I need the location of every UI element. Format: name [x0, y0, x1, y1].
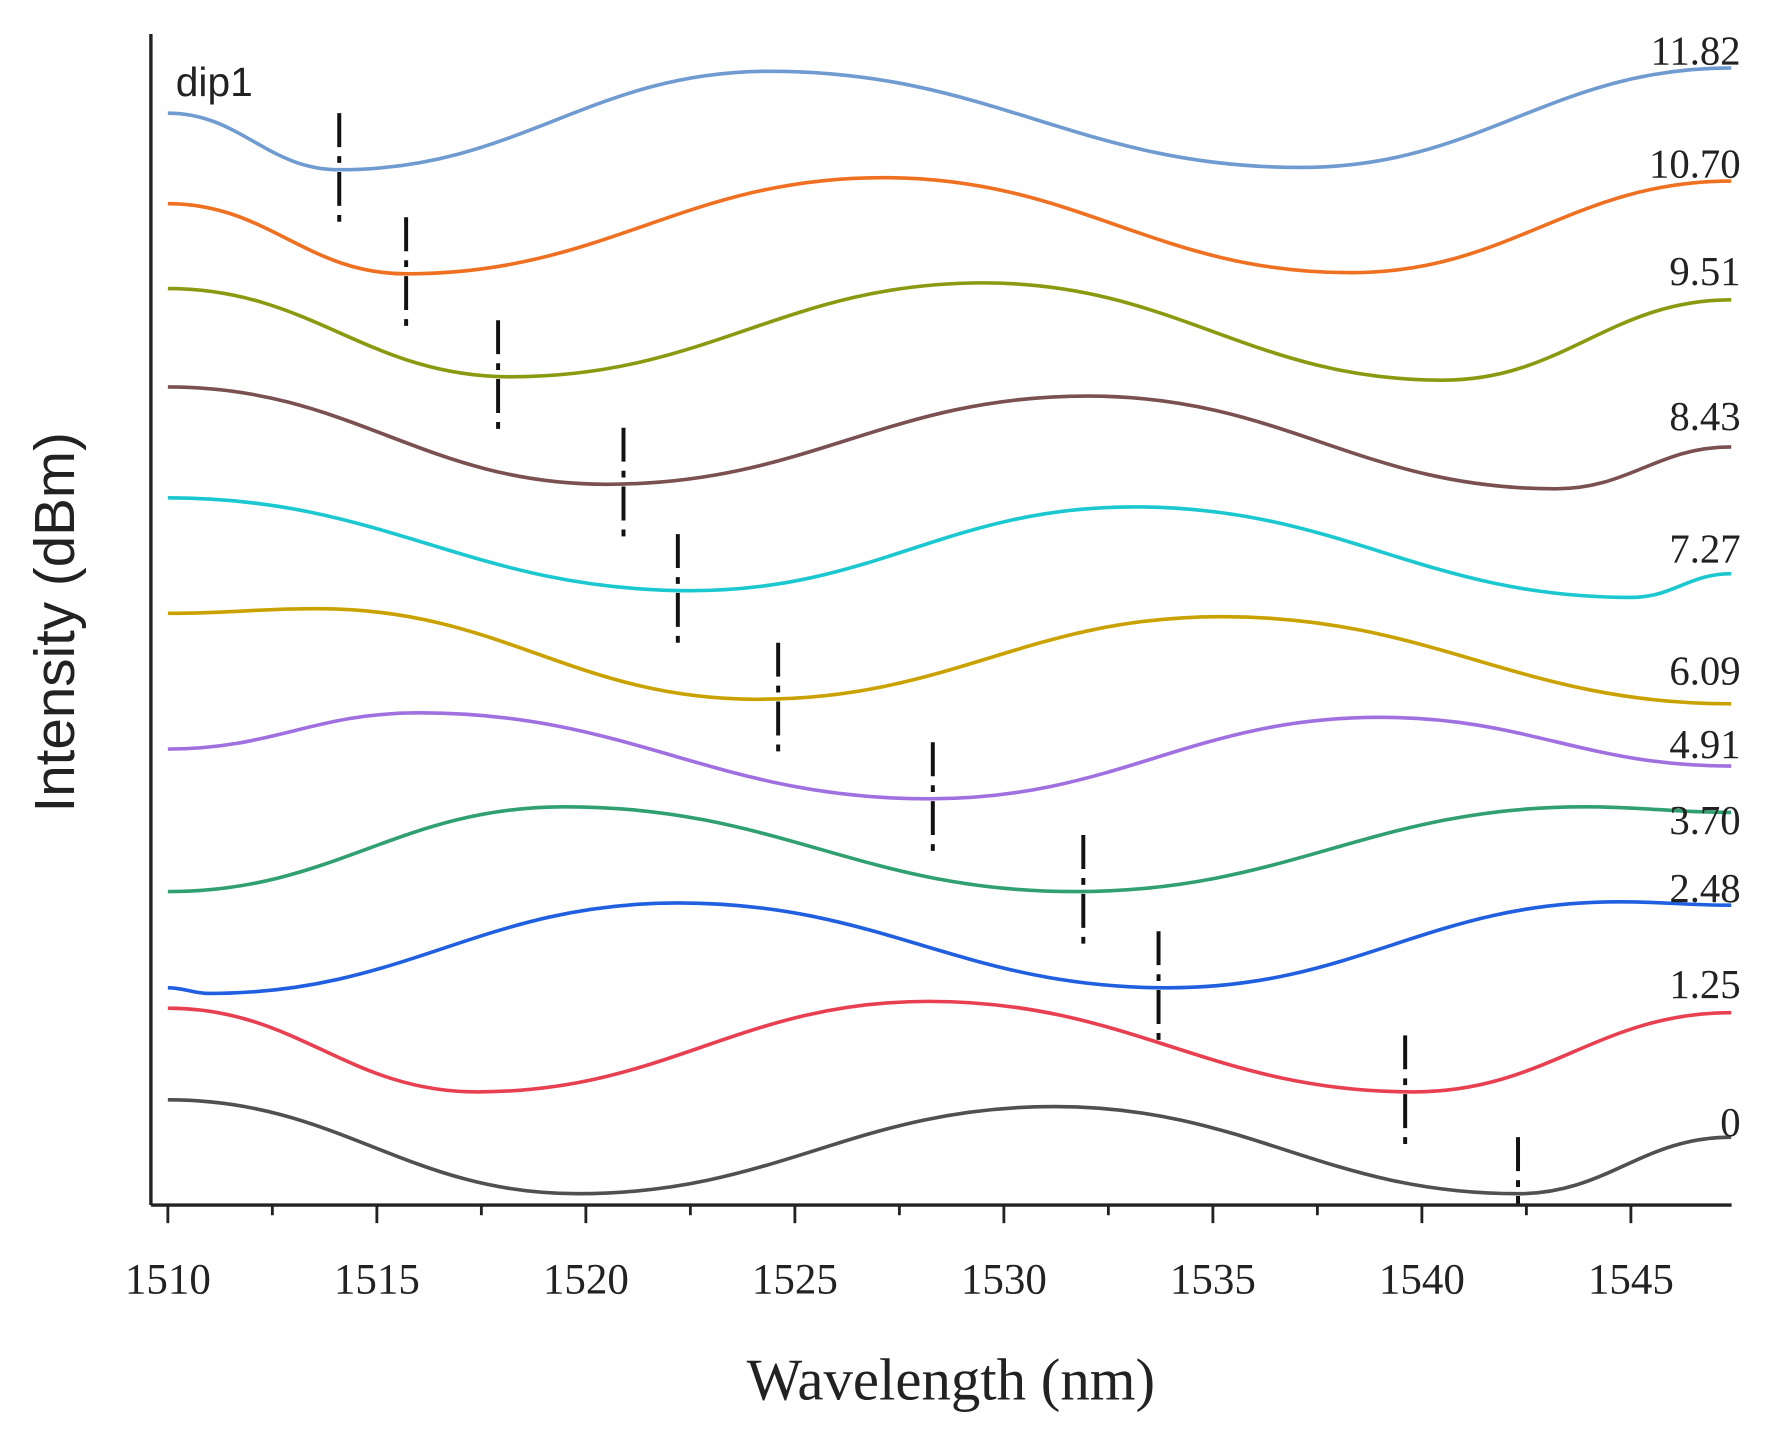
- curve-4.91: [167, 711, 1732, 801]
- curve-11.82: [167, 66, 1732, 172]
- x-ticks-group: 1510 1515 1520 1525 1530 1535 1540 1545: [125, 1205, 1674, 1303]
- curve-label-7.27: 7.27: [1669, 526, 1740, 571]
- curve-1.25: [167, 999, 1732, 1094]
- curve-0: [167, 1098, 1732, 1196]
- x-tick-label: 1515: [334, 1256, 420, 1303]
- curve-label-0: 0: [1720, 1100, 1740, 1145]
- curve-label-11.82: 11.82: [1651, 28, 1741, 73]
- curve-6.09: [167, 606, 1732, 706]
- curves-group: [167, 66, 1732, 1196]
- dip1-annotation: dip1: [176, 59, 253, 105]
- curve-label-6.09: 6.09: [1669, 649, 1740, 694]
- x-tick-label: 1545: [1588, 1256, 1674, 1303]
- curve-label-2.48: 2.48: [1669, 866, 1740, 911]
- x-axis-title: Wavelength (nm): [747, 1348, 1156, 1413]
- x-tick-label: 1535: [1170, 1256, 1256, 1303]
- curve-label-4.91: 4.91: [1669, 722, 1740, 767]
- x-tick-label: 1540: [1379, 1256, 1465, 1303]
- x-tick-label: 1530: [961, 1256, 1047, 1303]
- dip-markers-group: [337, 113, 1521, 1206]
- curve-2.48: [167, 899, 1732, 996]
- curve-labels-group: 11.82 10.70 9.51 8.43 7.27 6.09 4.91 3.70 2.48 1.…: [1649, 28, 1741, 1145]
- curve-label-8.43: 8.43: [1669, 394, 1740, 439]
- curve-label-9.51: 9.51: [1669, 249, 1740, 294]
- x-tick-label: 1510: [125, 1256, 211, 1303]
- x-tick-label: 1525: [752, 1256, 838, 1303]
- curve-3.70: [167, 804, 1732, 894]
- curve-7.27: [167, 496, 1732, 600]
- curve-label-3.70: 3.70: [1669, 798, 1740, 843]
- x-tick-label: 1520: [543, 1256, 629, 1303]
- curve-9.51: [167, 281, 1732, 382]
- curve-10.70: [167, 175, 1732, 276]
- curve-8.43: [167, 385, 1732, 491]
- curve-label-1.25: 1.25: [1669, 962, 1740, 1007]
- curve-label-10.70: 10.70: [1649, 142, 1741, 187]
- y-axis-title: Intensity (dBm): [23, 432, 86, 812]
